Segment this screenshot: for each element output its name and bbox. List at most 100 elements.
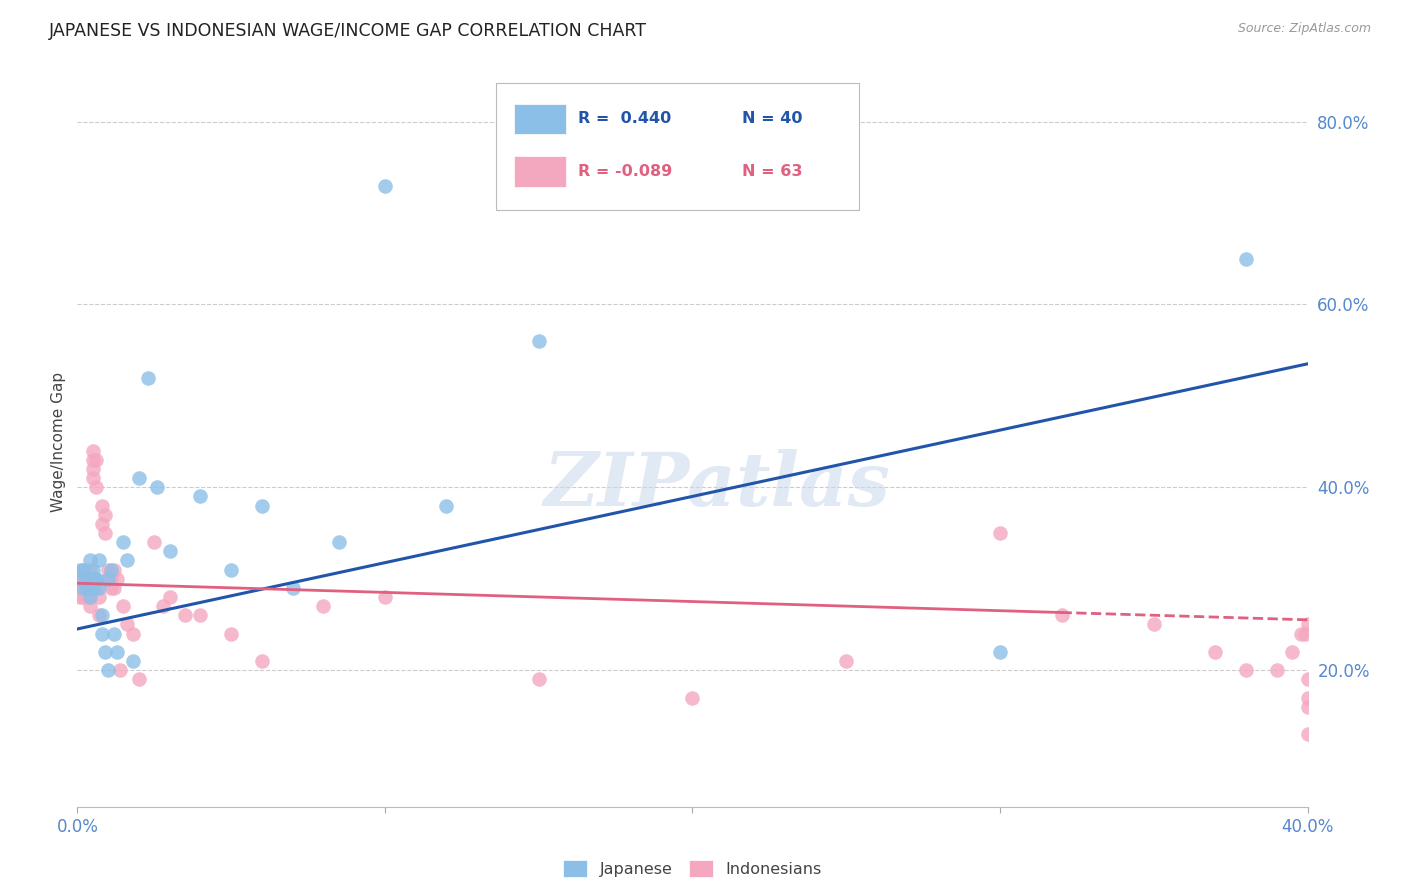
Point: [100, 581, 122, 595]
Point: [110, 663, 132, 677]
Point: [76, 581, 98, 595]
Point: [436, 499, 458, 513]
Point: [128, 471, 150, 485]
Point: [312, 599, 335, 614]
Point: [835, 654, 858, 668]
Point: [76, 581, 98, 595]
Point: [82, 443, 104, 458]
Point: [1296, 617, 1319, 632]
Point: [82, 572, 104, 586]
Point: [87, 590, 110, 604]
Point: [82, 453, 104, 467]
Point: [159, 544, 181, 558]
Point: [1204, 645, 1226, 659]
Point: [90, 499, 114, 513]
Point: [121, 626, 143, 640]
Point: [219, 626, 242, 640]
Point: [115, 553, 138, 567]
Point: [1143, 617, 1166, 632]
Point: [82, 581, 104, 595]
Point: [72, 572, 94, 586]
Point: [1296, 673, 1319, 687]
Point: [988, 645, 1011, 659]
Point: [105, 645, 128, 659]
Point: [100, 572, 122, 586]
Point: [136, 370, 159, 384]
Point: [159, 590, 181, 604]
Point: [188, 489, 212, 503]
Point: [87, 608, 110, 623]
Point: [115, 617, 138, 632]
Point: [79, 563, 101, 577]
Point: [97, 572, 120, 586]
Point: [281, 581, 304, 595]
Point: [1296, 699, 1319, 714]
Point: [527, 673, 550, 687]
Point: [97, 572, 120, 586]
Point: [328, 535, 350, 549]
Point: [100, 563, 122, 577]
Point: [1265, 663, 1288, 677]
Point: [90, 608, 114, 623]
Point: [72, 563, 94, 577]
Point: [76, 572, 98, 586]
Point: [69, 590, 91, 604]
Point: [79, 590, 101, 604]
FancyBboxPatch shape: [515, 103, 565, 135]
Point: [1294, 626, 1316, 640]
Point: [87, 553, 110, 567]
Point: [94, 645, 117, 659]
Point: [1291, 626, 1313, 640]
FancyBboxPatch shape: [496, 83, 859, 211]
Point: [90, 516, 114, 531]
Point: [1234, 252, 1257, 266]
Point: [121, 654, 143, 668]
Point: [250, 499, 273, 513]
Point: [82, 462, 104, 476]
Point: [188, 608, 212, 623]
Point: [69, 581, 91, 595]
Point: [103, 563, 125, 577]
Text: N = 40: N = 40: [742, 112, 803, 127]
Point: [84, 581, 107, 595]
Point: [374, 590, 396, 604]
Point: [69, 563, 91, 577]
Point: [79, 553, 101, 567]
Point: [105, 572, 128, 586]
Point: [1050, 608, 1073, 623]
Point: [682, 690, 704, 705]
Point: [1296, 690, 1319, 705]
Point: [103, 626, 125, 640]
Point: [1296, 727, 1319, 741]
Point: [1281, 645, 1303, 659]
Point: [79, 599, 101, 614]
Point: [72, 590, 94, 604]
Point: [128, 673, 150, 687]
Point: [90, 626, 114, 640]
Point: [94, 508, 117, 522]
Point: [76, 590, 98, 604]
Text: R =  0.440: R = 0.440: [578, 112, 671, 127]
Point: [84, 453, 107, 467]
Y-axis label: Wage/Income Gap: Wage/Income Gap: [51, 371, 66, 512]
Point: [94, 526, 117, 541]
Text: JAPANESE VS INDONESIAN WAGE/INCOME GAP CORRELATION CHART: JAPANESE VS INDONESIAN WAGE/INCOME GAP C…: [49, 22, 647, 40]
Point: [97, 563, 120, 577]
Point: [527, 334, 550, 348]
Point: [112, 535, 135, 549]
Point: [250, 654, 273, 668]
Point: [84, 572, 107, 586]
Point: [79, 581, 101, 595]
Text: Source: ZipAtlas.com: Source: ZipAtlas.com: [1237, 22, 1371, 36]
Point: [82, 563, 104, 577]
Point: [988, 526, 1011, 541]
Point: [97, 663, 120, 677]
Point: [84, 572, 107, 586]
Point: [152, 599, 174, 614]
Point: [72, 581, 94, 595]
FancyBboxPatch shape: [515, 156, 565, 187]
Text: R = -0.089: R = -0.089: [578, 164, 672, 179]
Point: [374, 178, 396, 193]
Point: [82, 471, 104, 485]
Point: [103, 581, 125, 595]
